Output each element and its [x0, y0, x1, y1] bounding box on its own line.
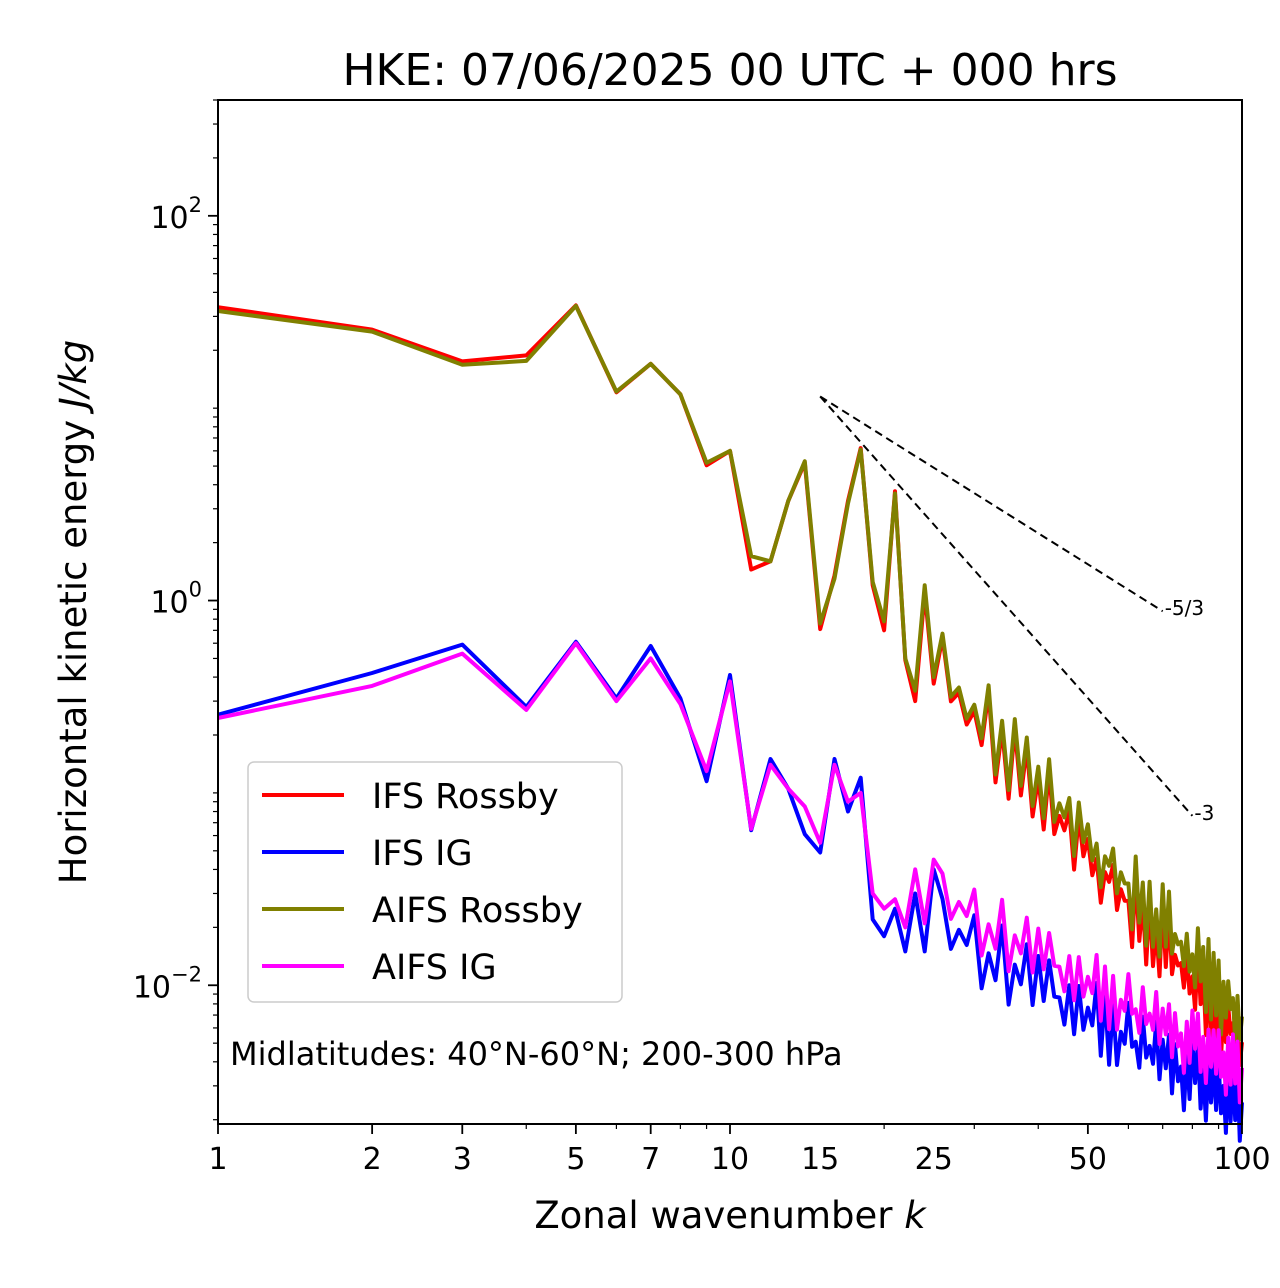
x-tick-label: 50	[1069, 1142, 1107, 1177]
y-tick-label: 10−2	[133, 962, 202, 1005]
x-axis-ticks: 1 2 3 5 7 10 15 25 50 100	[208, 1124, 1271, 1177]
slope-label-2: -3	[1194, 801, 1214, 825]
legend-label-ifs-rossby: IFS Rossby	[372, 777, 559, 817]
y-axis-label: Horizontal kinetic energy J/kg	[52, 340, 95, 884]
series-line-aifs-ig	[217, 641, 1244, 1105]
y-axis-ticks: 10−2 100 102	[133, 99, 218, 1121]
series-line-ifs-ig	[217, 639, 1244, 1143]
y-axis-label-unit: J/kg	[52, 340, 95, 415]
slope-line-1	[819, 395, 1164, 613]
legend-label-aifs-ig: AIFS IG	[372, 948, 497, 988]
y-tick-label: 100	[150, 578, 202, 621]
x-axis-label: Zonal wavenumber k	[534, 1194, 927, 1237]
legend: IFS Rossby IFS IG AIFS Rossby AIFS IG	[247, 761, 623, 1003]
legend-label-aifs-rossby: AIFS Rossby	[372, 891, 583, 931]
x-axis-label-var: k	[904, 1194, 927, 1237]
x-tick-label: 2	[363, 1142, 382, 1177]
y-tick-label: 102	[150, 193, 202, 236]
legend-label-ifs-ig: IFS IG	[372, 834, 473, 874]
y-axis-label-text: Horizontal kinetic energy	[52, 408, 95, 884]
x-tick-label: 15	[801, 1142, 839, 1177]
series-layer	[217, 303, 1244, 1143]
x-tick-label: 100	[1213, 1142, 1270, 1177]
x-tick-label: 7	[641, 1142, 660, 1177]
slope-line-2	[819, 395, 1194, 817]
reference-lines: -5/3 -3	[819, 395, 1214, 825]
chart-title: HKE: 07/06/2025 00 UTC + 000 hrs	[342, 45, 1117, 96]
x-tick-label: 3	[453, 1142, 472, 1177]
x-axis-label-text: Zonal wavenumber	[534, 1194, 904, 1237]
x-tick-label: 25	[915, 1142, 953, 1177]
x-tick-label: 5	[566, 1142, 585, 1177]
x-tick-label: 1	[208, 1142, 227, 1177]
x-tick-label: 10	[711, 1142, 749, 1177]
legend-box	[247, 761, 623, 1003]
region-annotation: Midlatitudes: 40°N-60°N; 200-300 hPa	[230, 1035, 843, 1073]
series-line-aifs-rossby	[217, 303, 1244, 1042]
slope-label-1: -5/3	[1165, 596, 1204, 620]
